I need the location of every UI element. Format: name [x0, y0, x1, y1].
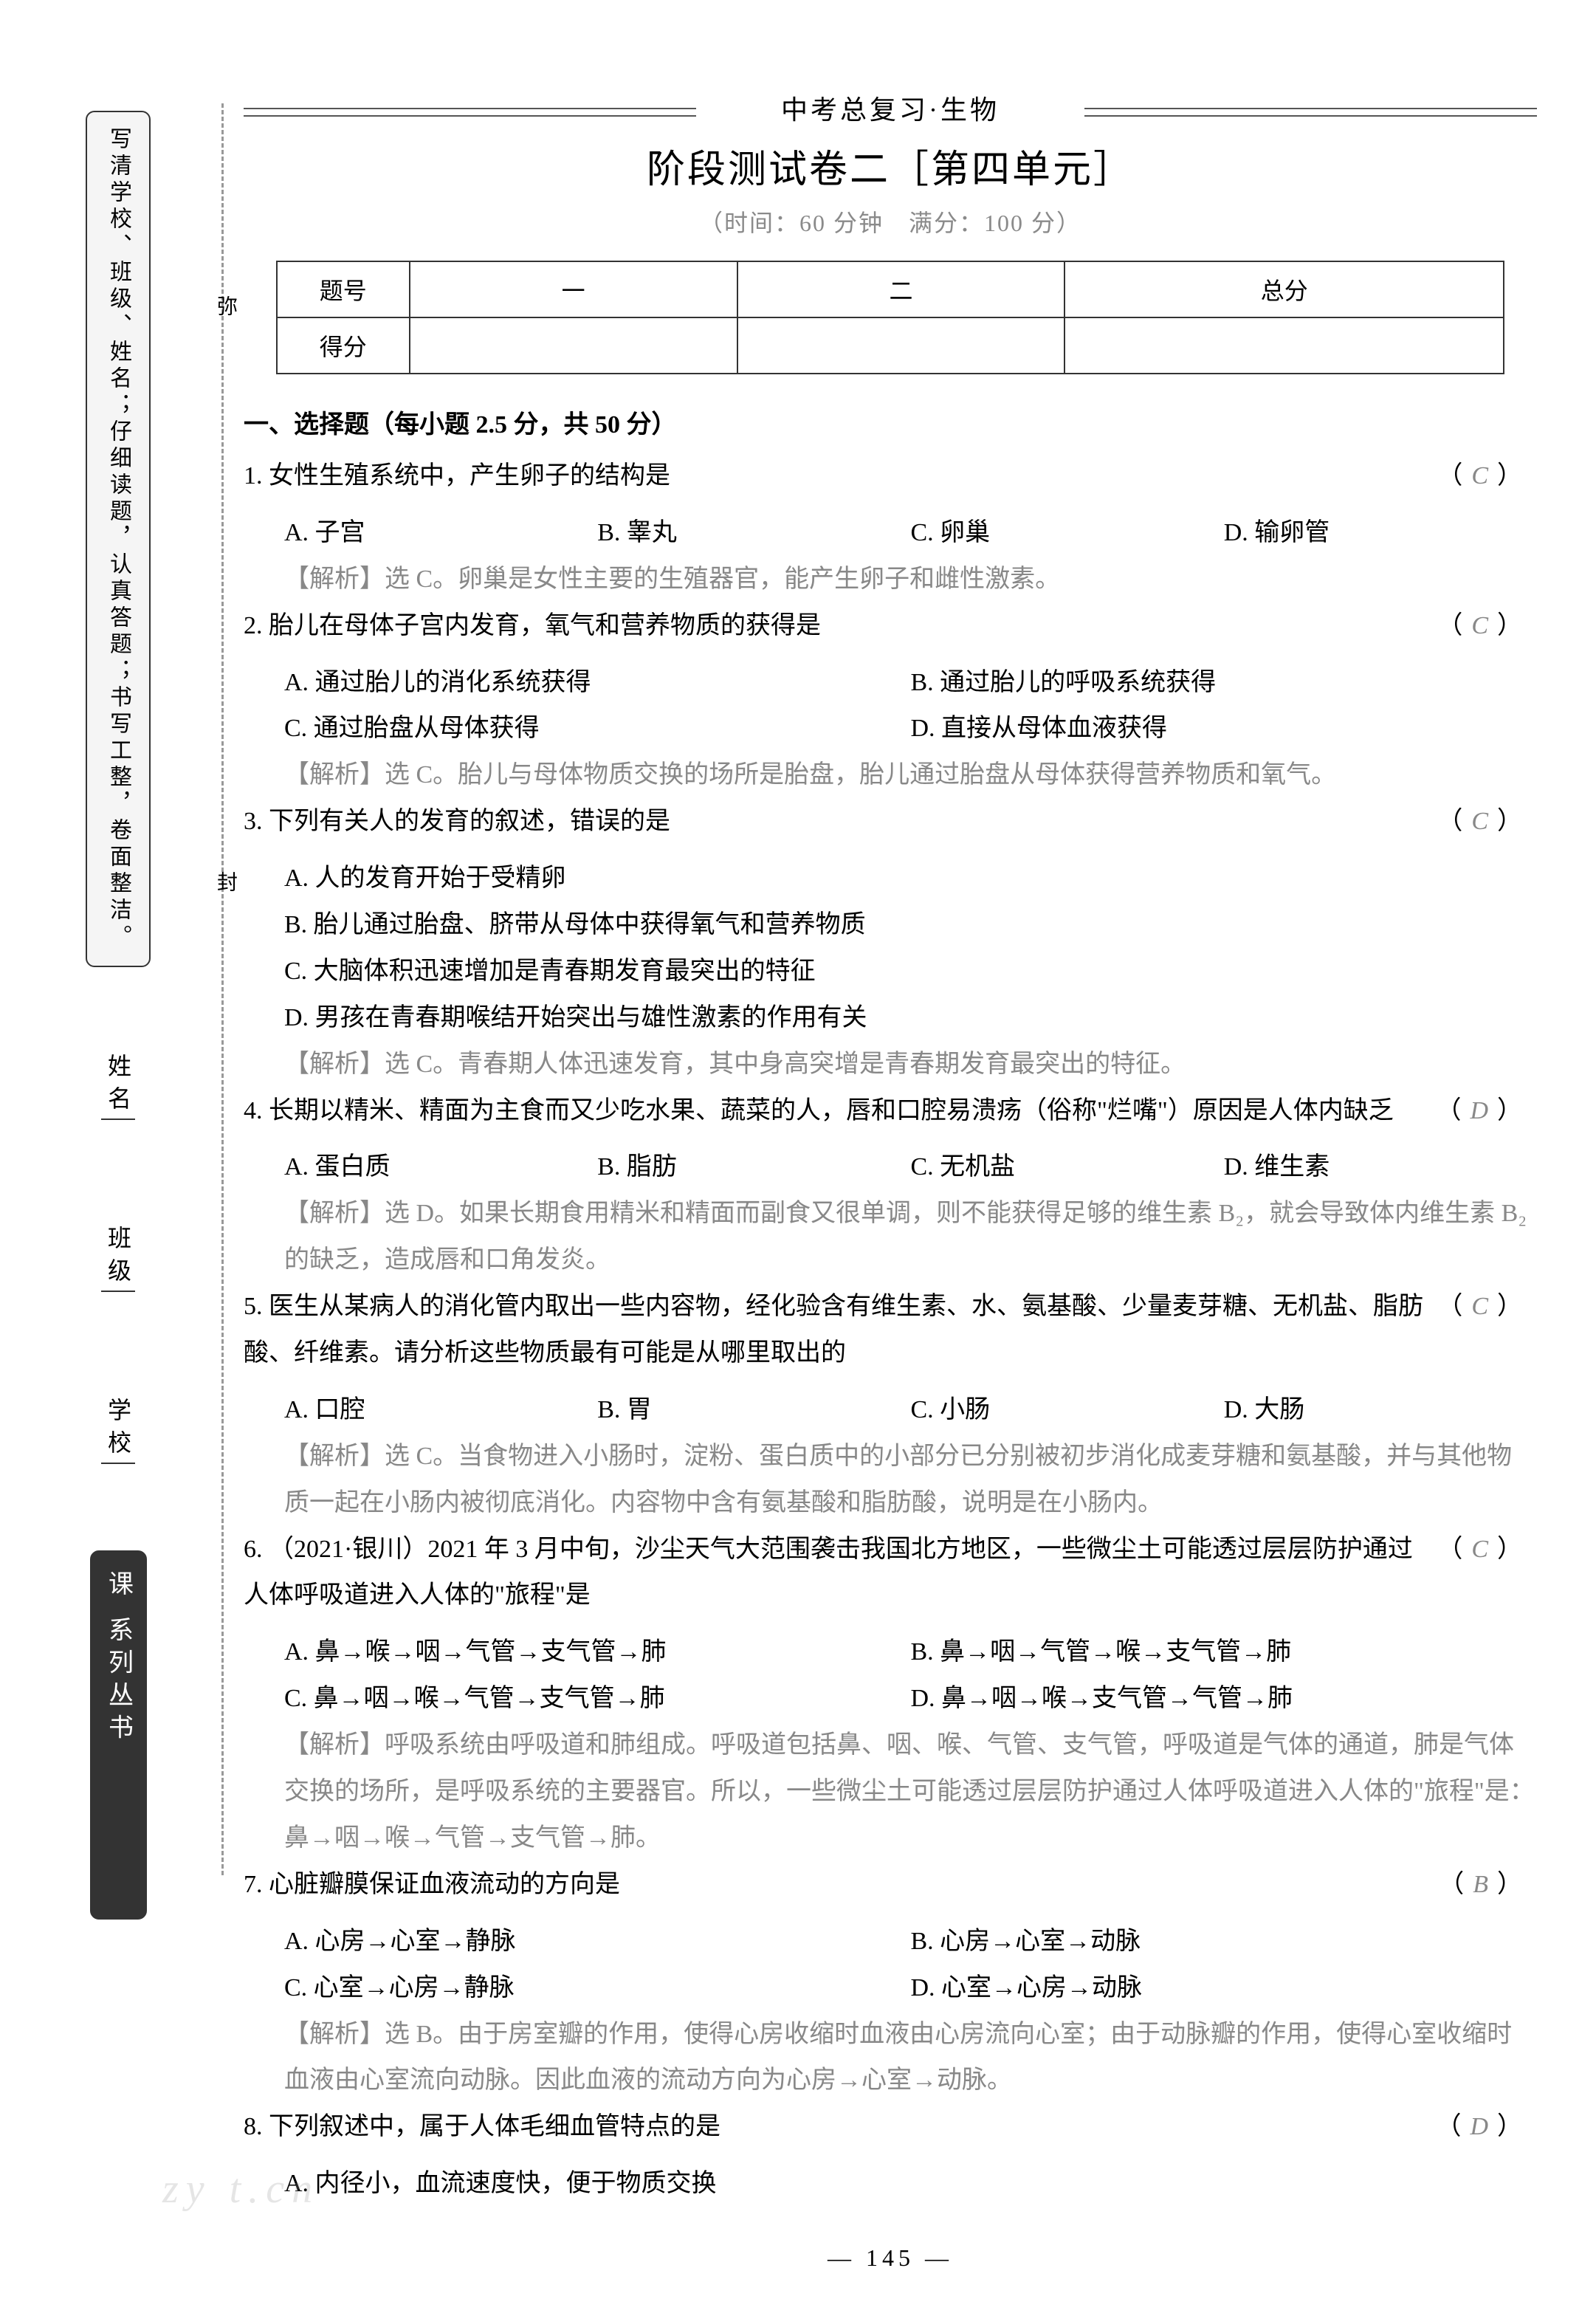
score-cell [410, 317, 737, 374]
left-sidebar: 写清学校、班级、姓名；仔细读题，认真答题；书写工整，卷面整洁。 姓名 班级 学校… [44, 89, 192, 2272]
option: C. 无机盐 [911, 1144, 1224, 1191]
question: 1. 女性生殖系统中，产生卵子的结构是（C） [244, 453, 1537, 500]
question-text: 2. 胎儿在母体子宫内发育，氧气和营养物质的获得是 [244, 603, 1537, 650]
option: A. 心房→心室→静脉 [284, 1919, 911, 1965]
option: A. 人的发育开始于受精卵 [284, 856, 1537, 902]
series-text: 课 系列丛书 [100, 1570, 137, 1747]
options: A. 内径小，血流速度快，便于物质交换 [244, 2161, 1537, 2207]
main-content: 中考总复习·生物 阶段测试卷二［第四单元］ （时间：60 分钟 满分：100 分… [214, 89, 1537, 2272]
question-text: 4. 长期以精米、精面为主食而又少吃水果、蔬菜的人，唇和口腔易溃疡（俗称"烂嘴"… [244, 1088, 1537, 1135]
option: D. 大肠 [1224, 1387, 1537, 1434]
cut-mark-2: 封 [210, 871, 240, 892]
question: 3. 下列有关人的发育的叙述，错误的是（C） [244, 799, 1537, 845]
options: A. 子宫B. 睾丸C. 卵巢D. 输卵管 [244, 510, 1537, 557]
options: A. 人的发育开始于受精卵B. 胎儿通过胎盘、脐带从母体中获得氧气和营养物质C.… [244, 856, 1537, 1042]
decorative-header: 中考总复习·生物 [244, 89, 1537, 127]
row-label-2: 得分 [277, 317, 410, 374]
watermark: zy t.cn [162, 2165, 320, 2213]
option: A. 口腔 [284, 1387, 597, 1434]
question-text: 5. 医生从某病人的消化管内取出一些内容物，经化验含有维生素、水、氨基酸、少量麦… [244, 1284, 1537, 1377]
option: D. 鼻→咽→喉→支气管→气管→肺 [911, 1676, 1538, 1722]
series-box: 课 系列丛书 [90, 1550, 147, 1920]
score-table: 题号 一 二 总分 得分 [276, 261, 1504, 374]
options: A. 蛋白质B. 脂肪C. 无机盐D. 维生素 [244, 1144, 1537, 1191]
page-number: — 145 — [244, 2244, 1537, 2272]
option: D. 直接从母体血液获得 [911, 706, 1538, 752]
option: B. 脂肪 [597, 1144, 910, 1191]
question-text: 3. 下列有关人的发育的叙述，错误的是 [244, 799, 1537, 845]
option: D. 输卵管 [1224, 510, 1537, 557]
col-1: 一 [410, 261, 737, 317]
question: 2. 胎儿在母体子宫内发育，氧气和营养物质的获得是（C） [244, 603, 1537, 650]
score-cell [737, 317, 1065, 374]
option: A. 子宫 [284, 510, 597, 557]
section-title: 一、选择题（每小题 2.5 分，共 50 分） [244, 404, 1537, 440]
option: B. 胎儿通过胎盘、脐带从母体中获得氧气和营养物质 [284, 902, 1537, 949]
school-label: 学校 [101, 1398, 135, 1464]
options: A. 鼻→喉→咽→气管→支气管→肺B. 鼻→咽→气管→喉→支气管→肺C. 鼻→咽… [244, 1629, 1537, 1722]
answer-mark: （C） [1437, 1527, 1522, 1573]
option: C. 鼻→咽→喉→气管→支气管→肺 [284, 1676, 911, 1722]
option: B. 通过胎儿的呼吸系统获得 [911, 660, 1538, 707]
time-score: （时间：60 分钟 满分：100 分） [244, 205, 1537, 238]
option: B. 胃 [597, 1387, 910, 1434]
question-text: 7. 心脏瓣膜保证血液流动的方向是 [244, 1862, 1537, 1908]
question: 8. 下列叙述中，属于人体毛细血管特点的是（D） [244, 2104, 1537, 2151]
question: 4. 长期以精米、精面为主食而又少吃水果、蔬菜的人，唇和口腔易溃疡（俗称"烂嘴"… [244, 1088, 1537, 1135]
instructions-box: 写清学校、班级、姓名；仔细读题，认真答题；书写工整，卷面整洁。 [86, 111, 151, 967]
question-text: 6. （2021·银川）2021 年 3 月中旬，沙尘天气大范围袭击我国北方地区… [244, 1527, 1537, 1620]
answer-mark: （C） [1437, 799, 1522, 845]
option: C. 卵巢 [911, 510, 1224, 557]
main-title: 阶段测试卷二［第四单元］ [244, 138, 1537, 193]
cut-line [221, 103, 224, 1875]
explanation: 【解析】选 C。当食物进入小肠时，淀粉、蛋白质中的小部分已分别被初步消化成麦芽糖… [244, 1434, 1537, 1527]
subject-label: 中考总复习·生物 [759, 95, 1022, 125]
class-label: 班级 [101, 1226, 135, 1292]
score-cell [1064, 317, 1504, 374]
option: D. 男孩在青春期喉结开始突出与雄性激素的作用有关 [284, 995, 1537, 1042]
question: 6. （2021·银川）2021 年 3 月中旬，沙尘天气大范围袭击我国北方地区… [244, 1527, 1537, 1620]
option: C. 小肠 [911, 1387, 1224, 1434]
student-info-fields: 姓名 班级 学校 [101, 1000, 135, 1517]
option: C. 通过胎盘从母体获得 [284, 706, 911, 752]
answer-mark: （C） [1437, 603, 1522, 650]
cut-mark-1: 弥 [210, 295, 240, 316]
question: 5. 医生从某病人的消化管内取出一些内容物，经化验含有维生素、水、氨基酸、少量麦… [244, 1284, 1537, 1377]
col-3: 总分 [1064, 261, 1504, 317]
row-label-1: 题号 [277, 261, 410, 317]
explanation: 【解析】呼吸系统由呼吸道和肺组成。呼吸道包括鼻、咽、喉、气管、支气管，呼吸道是气… [244, 1722, 1537, 1862]
option: A. 通过胎儿的消化系统获得 [284, 660, 911, 707]
option: B. 鼻→咽→气管→喉→支气管→肺 [911, 1629, 1538, 1676]
options: A. 通过胎儿的消化系统获得B. 通过胎儿的呼吸系统获得C. 通过胎盘从母体获得… [244, 660, 1537, 753]
option: A. 内径小，血流速度快，便于物质交换 [284, 2161, 1537, 2207]
option: A. 鼻→喉→咽→气管→支气管→肺 [284, 1629, 911, 1676]
col-2: 二 [737, 261, 1065, 317]
explanation: 【解析】选 C。卵巢是女性主要的生殖器官，能产生卵子和雌性激素。 [244, 557, 1537, 603]
explanation: 【解析】选 C。青春期人体迅速发育，其中身高突增是青春期发育最突出的特征。 [244, 1042, 1537, 1088]
explanation: 【解析】选 C。胎儿与母体物质交换的场所是胎盘，胎儿通过胎盘从母体获得营养物质和… [244, 752, 1537, 799]
option: A. 蛋白质 [284, 1144, 597, 1191]
question-text: 1. 女性生殖系统中，产生卵子的结构是 [244, 453, 1537, 500]
option: D. 心室→心房→动脉 [911, 1965, 1538, 2012]
answer-mark: （D） [1436, 1088, 1522, 1135]
question: 7. 心脏瓣膜保证血液流动的方向是（B） [244, 1862, 1537, 1908]
options: A. 心房→心室→静脉B. 心房→心室→动脉C. 心室→心房→静脉D. 心室→心… [244, 1919, 1537, 2012]
option: C. 大脑体积迅速增加是青春期发育最突出的特征 [284, 949, 1537, 995]
option: B. 睾丸 [597, 510, 910, 557]
option: B. 心房→心室→动脉 [911, 1919, 1538, 1965]
answer-mark: （D） [1436, 2104, 1522, 2151]
answer-mark: （C） [1437, 453, 1522, 500]
name-label: 姓名 [101, 1054, 135, 1120]
explanation: 【解析】选 D。如果长期食用精米和精面而副食又很单调，则不能获得足够的维生素 B… [244, 1191, 1537, 1284]
option: C. 心室→心房→静脉 [284, 1965, 911, 2012]
explanation: 【解析】选 B。由于房室瓣的作用，使得心房收缩时血液由心房流向心室；由于动脉瓣的… [244, 2012, 1537, 2105]
answer-mark: （C） [1437, 1284, 1522, 1330]
options: A. 口腔B. 胃C. 小肠D. 大肠 [244, 1387, 1537, 1434]
answer-mark: （B） [1439, 1862, 1522, 1908]
question-text: 8. 下列叙述中，属于人体毛细血管特点的是 [244, 2104, 1537, 2151]
option: D. 维生素 [1224, 1144, 1537, 1191]
